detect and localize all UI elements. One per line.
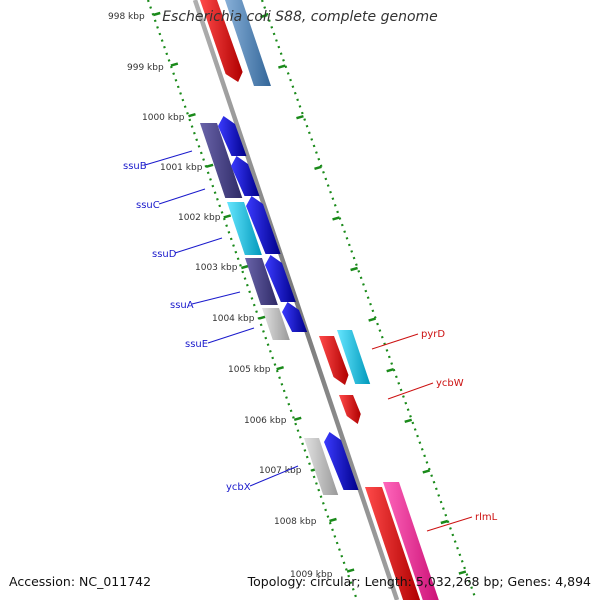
genome-backbone [192,0,400,600]
kbp-label: 1004 kbp [212,314,255,324]
kbp-label: 998 kbp [108,12,145,22]
ruler-tick-outer [223,214,232,219]
kbp-label: 1002 kbp [178,213,221,223]
ruler-tick-inner [350,266,358,272]
gene-label-ssua: ssuA [170,300,194,311]
label-leader-lines [144,150,473,532]
gene-label-rlml: rlmL [475,512,498,523]
ruler-tick-outer [258,315,267,320]
ruler-tick-inner [386,367,395,373]
kbp-label: 1003 kbp [195,263,238,273]
kbp-label: 1001 kbp [160,163,203,173]
ruler-tick-outer [293,416,302,422]
ruler-tick-inner [458,570,467,575]
gene-bar-ssud-sequence [227,202,262,255]
inner-ruler-line [260,0,478,600]
leader-line-ssud [174,237,223,254]
ruler-tick-outer [241,264,249,270]
gene-cds-ssue [282,302,308,332]
outer-ruler-line [146,0,359,600]
leader-line-ssub [144,150,193,166]
kbp-label: 999 kbp [127,63,164,73]
ruler-tick-inner [260,13,268,19]
genome-stats-text: Topology: circular; Length: 5,032,268 bp… [247,574,591,589]
ruler-tick-outer [205,163,214,169]
leader-line-ssue [207,327,255,344]
gene-cds-rlml [365,487,421,600]
gene-cds-ssud [246,196,281,254]
ruler-tick-inner [296,114,304,120]
gene-label-ssuc: ssuC [136,200,160,211]
ruler-tick-inner [314,165,322,171]
gene-cds-pyrd [319,336,349,385]
gene-label-ssue: ssuE [185,339,208,350]
gene-label-ssud: ssuD [152,249,177,260]
kbp-label: 1007 kbp [259,466,302,476]
gene-label-pyrd: pyrD [421,329,445,340]
gene-labels: ssuB ssuC ssuD ssuA ssuE ycbX pyrD ycbW rlmL [123,161,498,523]
gene-bar-ycbx-sequence [304,438,339,495]
ruler-tick-inner [332,216,340,221]
gene-bar-ssue-sequence [262,308,290,340]
ruler-tick-outer [152,11,161,17]
ruler-labels: 998 kbp 999 kbp 1000 kbp 1001 kbp 1002 kbp 10… [108,12,333,580]
ruler-tick-outer [276,365,284,371]
gene-bar-red [200,0,243,82]
leader-line-ssuc [158,188,206,205]
leader-line-ycbx [249,465,299,487]
gene-cds-ssuc [231,156,260,196]
gene-label-ycbx: ycbX [226,482,251,493]
kbp-label: 1008 kbp [274,517,317,527]
ruler-tick-outer [170,62,179,67]
gene-bar-ssua-sequence [245,258,278,305]
ruler-tick-outer [329,517,337,523]
leader-line-ycbw [387,382,434,400]
gene-cds-ycbx [324,432,359,490]
gene-bar-ssub-sequence [200,123,243,198]
gene-cds-ycbw [339,395,361,424]
ruler-ticks [152,11,467,575]
ruler-tick-outer [188,112,196,118]
gene-label-ycbw: ycbW [436,378,464,389]
gene-cds-ssub [218,116,247,156]
leader-line-pyrd [371,333,419,350]
kbp-label: 1005 kbp [228,365,271,375]
ruler-tick-inner [278,64,286,69]
kbp-label: 1000 kbp [142,113,185,123]
gene-bar-steel [225,0,271,86]
kbp-label: 1006 kbp [244,416,287,426]
gene-bar-rlml-sequence [383,482,439,600]
gene-label-ssub: ssuB [123,161,147,172]
leader-line-ssua [191,291,241,305]
gene-cds-ssua [265,255,296,302]
ruler-tick-outer [346,568,355,573]
ruler-tick-inner [368,317,376,322]
ruler-tick-inner [440,519,449,525]
gene-bar-pyrd-sequence [337,330,371,384]
leader-line-rlml [426,516,473,532]
ruler-tick-inner [404,418,413,424]
accession-text: Accession: NC_011742 [9,574,152,589]
kbp-label: 1009 kbp [290,570,333,580]
gene-features [200,0,439,600]
ruler-tick-inner [422,469,431,474]
